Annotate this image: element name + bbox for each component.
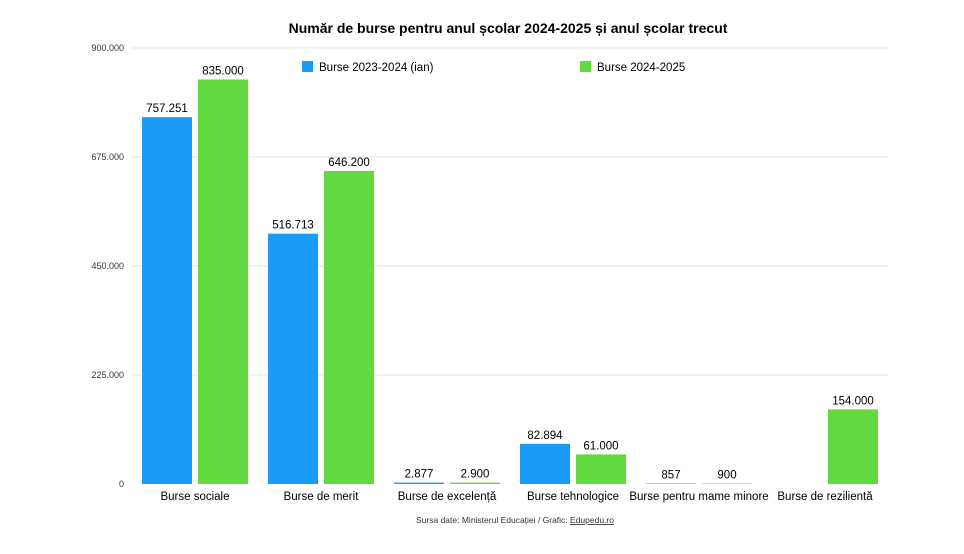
category-label: Burse sociale: [160, 491, 229, 503]
y-tick-label: 225.000: [91, 370, 124, 380]
data-label: 82.894: [527, 430, 563, 442]
bar: [198, 79, 248, 484]
data-label: 2.877: [405, 469, 434, 481]
y-tick-label: 450.000: [91, 261, 124, 271]
legend: Burse 2023-2024 (ian) Burse 2024-2025: [302, 61, 685, 74]
y-tick-label: 675.000: [91, 152, 124, 162]
y-axis-ticks: 0 225.000 450.000 675.000 900.000: [91, 43, 124, 489]
data-label: 516.713: [272, 220, 314, 232]
data-label: 835.000: [202, 65, 244, 77]
chart-title: Număr de burse pentru anul școlar 2024-2…: [289, 20, 728, 36]
bars: [142, 79, 878, 484]
category-label: Burse de merit: [284, 491, 360, 503]
data-label: 857: [661, 470, 680, 482]
y-tick-label: 900.000: [91, 43, 124, 53]
y-tick-label: 0: [119, 479, 124, 489]
data-label: 757.251: [146, 103, 188, 115]
category-label: Burse de rezilientă: [777, 491, 873, 503]
category-label: Burse tehnologice: [527, 491, 619, 503]
bar: [450, 482, 500, 484]
category-labels: Burse sociale Burse de merit Burse de exce…: [160, 491, 873, 503]
data-label: 154.000: [832, 395, 874, 407]
bar: [142, 117, 192, 484]
legend-label: Burse 2023-2024 (ian): [319, 62, 434, 74]
legend-swatch: [580, 61, 591, 72]
bar: [268, 233, 318, 484]
bar: [828, 409, 878, 484]
data-label: 900: [717, 470, 736, 482]
bar: [576, 454, 626, 484]
bar: [520, 443, 570, 484]
source-note: Sursa date: Ministerul Educației / Grafi…: [416, 515, 614, 525]
source-link[interactable]: Edupedu.ro: [570, 515, 614, 525]
source-text: Sursa date: Ministerul Educației / Grafi…: [416, 515, 570, 525]
grid-lines: [132, 47, 888, 376]
data-labels: 757.251 835.000 516.713 646.200 2.877 2.900 82…: [146, 65, 874, 481]
bar: [394, 482, 444, 484]
bar: [324, 170, 374, 484]
category-label: Burse pentru mame minore: [629, 491, 768, 503]
data-label: 61.000: [583, 440, 618, 452]
data-label: 2.900: [461, 469, 490, 481]
category-label: Burse de excelență: [398, 491, 497, 503]
data-label: 646.200: [328, 157, 370, 169]
legend-label: Burse 2024-2025: [597, 62, 685, 74]
legend-swatch: [302, 61, 313, 72]
